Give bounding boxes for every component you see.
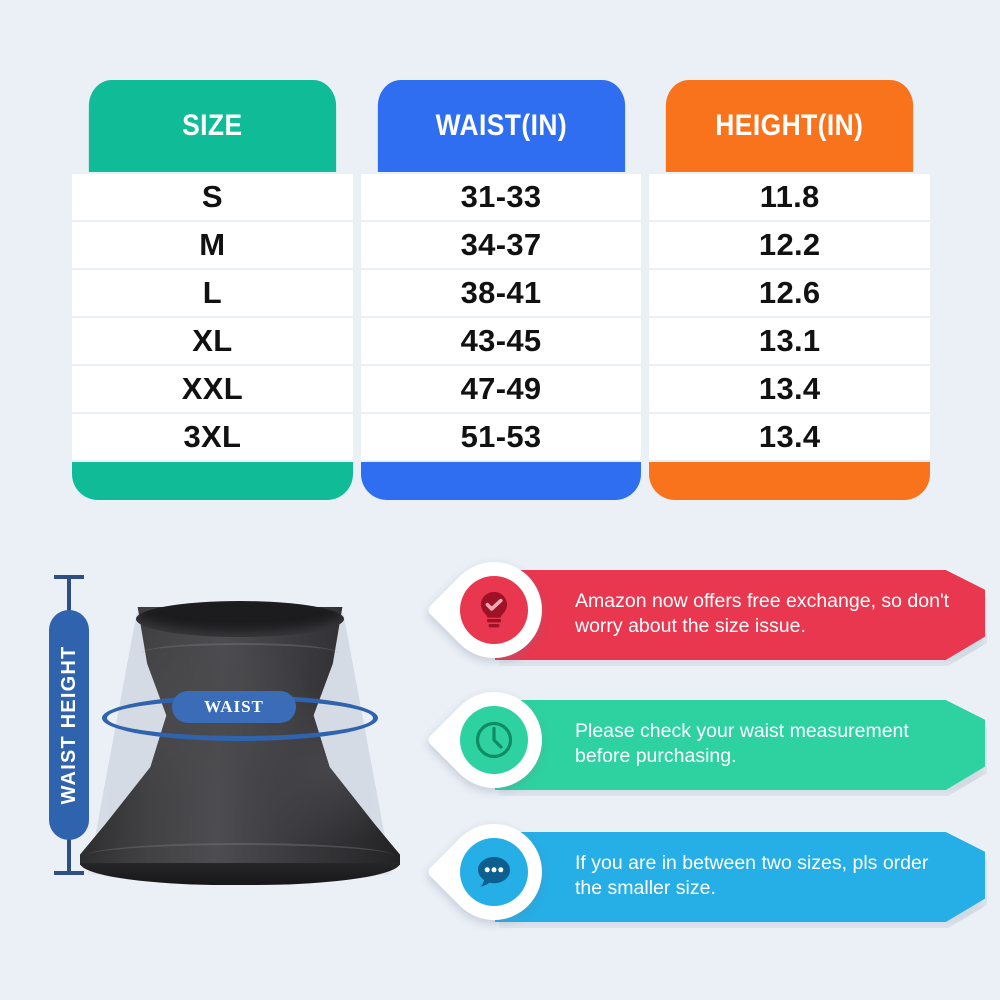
table-cell-waist-s: 31-33 bbox=[360, 174, 642, 220]
belt-bottom-edge bbox=[80, 863, 400, 885]
table-cell-height-m: 12.2 bbox=[649, 222, 931, 268]
table-cell-height-xxl: 13.4 bbox=[649, 366, 931, 412]
table-cell-height-3xl: 13.4 bbox=[649, 414, 931, 460]
ribbon-banner bbox=[495, 832, 985, 922]
column-header-waist: WAIST(IN) bbox=[377, 80, 625, 172]
belt-top-opening bbox=[136, 601, 344, 637]
waist-label: WAIST bbox=[172, 691, 296, 723]
table-cell-size-xl: XL bbox=[72, 318, 353, 364]
table-cell-height-xl: 13.1 bbox=[649, 318, 931, 364]
callout-badge bbox=[426, 804, 562, 940]
waist-trainer-illustration: WAIST bbox=[80, 595, 400, 885]
waist-column-body: 31-33 34-37 38-41 43-45 47-49 51-53 bbox=[360, 172, 642, 460]
lightbulb-check-icon bbox=[460, 576, 528, 644]
table-cell-waist-xl: 43-45 bbox=[360, 318, 642, 364]
chat-bubble-icon bbox=[460, 838, 528, 906]
callout-badge bbox=[426, 672, 562, 808]
callout-measurement: Please check your waist measurement befo… bbox=[426, 672, 987, 808]
callout-text: Amazon now offers free exchange, so don'… bbox=[575, 590, 950, 637]
belt-bottom-seam bbox=[86, 843, 394, 869]
table-cell-size-m: M bbox=[72, 222, 353, 268]
chat-bubble-glyph bbox=[478, 857, 510, 887]
column-footer-size bbox=[72, 462, 353, 500]
height-column: HEIGHT(IN) 11.8 12.2 12.6 13.1 13.4 13.4 bbox=[649, 80, 931, 500]
clock-glyph bbox=[475, 721, 513, 759]
size-column-body: S M L XL XXL 3XL bbox=[72, 172, 353, 460]
table-cell-size-s: S bbox=[72, 174, 353, 220]
table-cell-height-l: 12.6 bbox=[649, 270, 931, 316]
column-footer-height bbox=[649, 462, 931, 500]
height-column-body: 11.8 12.2 12.6 13.1 13.4 13.4 bbox=[649, 172, 931, 460]
callout-list: Amazon now offers free exchange, so don'… bbox=[426, 542, 987, 968]
callout-exchange: Amazon now offers free exchange, so don'… bbox=[426, 542, 987, 678]
table-cell-size-l: L bbox=[72, 270, 353, 316]
measure-cap-bottom bbox=[54, 871, 84, 875]
table-cell-waist-xxl: 47-49 bbox=[360, 366, 642, 412]
column-header-size: SIZE bbox=[88, 80, 336, 172]
waist-height-measure: WAIST HEIGHT bbox=[47, 575, 91, 875]
table-cell-size-xxl: XXL bbox=[72, 366, 353, 412]
ribbon-banner bbox=[495, 570, 985, 660]
size-column: SIZE S M L XL XXL 3XL bbox=[72, 80, 353, 500]
table-cell-waist-m: 34-37 bbox=[360, 222, 642, 268]
size-chart-table: SIZE S M L XL XXL 3XL WAIST(IN) 31-33 34… bbox=[72, 80, 931, 500]
table-cell-waist-3xl: 51-53 bbox=[360, 414, 642, 460]
belt-top-seam bbox=[142, 643, 338, 663]
callout-sizing-advice: If you are in between two sizes, pls ord… bbox=[426, 804, 987, 940]
callout-text: Please check your waist measurement befo… bbox=[575, 720, 909, 767]
waist-column: WAIST(IN) 31-33 34-37 38-41 43-45 47-49 … bbox=[360, 80, 642, 500]
table-cell-waist-l: 38-41 bbox=[360, 270, 642, 316]
clock-icon bbox=[460, 706, 528, 774]
measure-cap-top bbox=[54, 575, 84, 579]
ribbon-banner bbox=[495, 700, 985, 790]
column-footer-waist bbox=[360, 462, 642, 500]
column-header-height: HEIGHT(IN) bbox=[666, 80, 914, 172]
callout-badge bbox=[426, 542, 562, 678]
lightbulb-check-glyph bbox=[481, 592, 507, 628]
callout-text: If you are in between two sizes, pls ord… bbox=[575, 852, 929, 899]
table-cell-height-s: 11.8 bbox=[649, 174, 931, 220]
table-cell-size-3xl: 3XL bbox=[72, 414, 353, 460]
product-measurement-diagram: WAIST HEIGHT WAIST bbox=[20, 555, 430, 985]
